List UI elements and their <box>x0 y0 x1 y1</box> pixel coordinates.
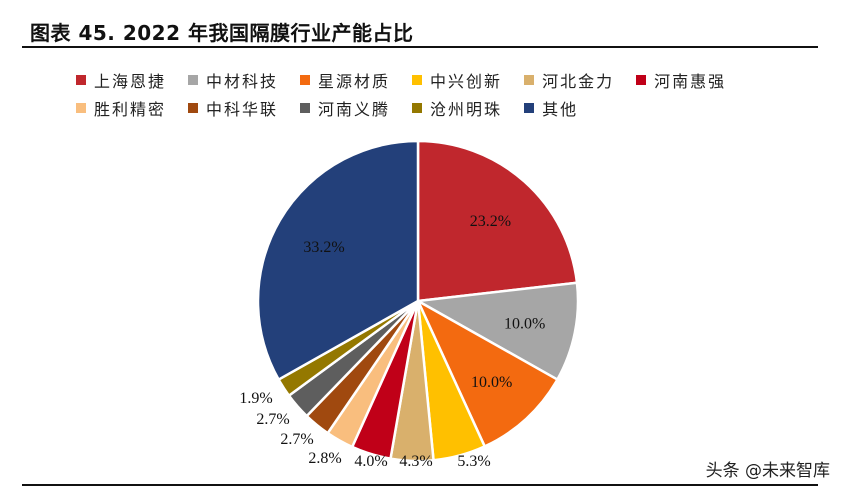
legend-item: 其他 <box>524 96 578 120</box>
slice-label: 10.0% <box>504 316 545 333</box>
legend-label: 中科华联 <box>206 100 279 119</box>
legend-swatch <box>300 103 311 113</box>
legend-item: 河北金力 <box>524 68 614 92</box>
chart-title: 图表 45. 2022 年我国隔膜行业产能占比 <box>30 21 414 45</box>
slice-label: 2.7% <box>256 411 289 428</box>
legend-swatch <box>76 103 86 113</box>
legend-item: 中材科技 <box>188 68 278 92</box>
legend-item: 沧州明珠 <box>412 96 502 120</box>
legend-swatch <box>524 75 535 85</box>
legend-swatch <box>412 103 423 113</box>
legend-item: 中兴创新 <box>412 68 502 92</box>
slice-label: 4.3% <box>399 453 432 470</box>
slice-label: 2.7% <box>280 431 313 448</box>
slice-label: 1.9% <box>239 390 272 407</box>
legend-label: 其他 <box>542 100 579 119</box>
legend-label: 河南义腾 <box>318 100 391 119</box>
legend-label: 中兴创新 <box>430 72 503 91</box>
watermark: 头条 @未来智库 <box>705 461 830 481</box>
slice-label: 4.0% <box>354 453 387 470</box>
legend-label: 星源材质 <box>318 72 391 91</box>
bottom-rule <box>22 484 818 486</box>
legend-item: 上海恩捷 <box>76 68 166 92</box>
title-rule <box>22 46 818 48</box>
legend-item: 胜利精密 <box>76 96 166 120</box>
legend-swatch <box>76 75 86 85</box>
pie-slice <box>415 298 560 449</box>
legend: 上海恩捷 中材科技 星源材质 中兴创新 河北金力 河南惠强 胜利精密 中科华联 河南义腾 沧州明… <box>76 66 816 122</box>
slice-label: 2.8% <box>308 450 341 467</box>
slice-label: 33.2% <box>303 239 344 256</box>
legend-label: 沧州明珠 <box>430 100 503 119</box>
legend-row-1: 上海恩捷 中材科技 星源材质 中兴创新 河北金力 河南惠强 <box>76 66 816 94</box>
legend-label: 上海恩捷 <box>94 72 167 91</box>
legend-item: 星源材质 <box>300 68 390 92</box>
legend-swatch <box>524 103 535 113</box>
slice-label: 10.0% <box>471 374 512 391</box>
legend-row-2: 胜利精密 中科华联 河南义腾 沧州明珠 其他 <box>76 94 816 122</box>
pie-slice <box>256 139 420 382</box>
legend-swatch <box>188 75 199 85</box>
slice-label: 23.2% <box>470 213 511 230</box>
legend-label: 河南惠强 <box>654 72 727 91</box>
legend-swatch <box>636 75 647 85</box>
legend-label: 河北金力 <box>542 72 615 91</box>
pie-slice <box>416 139 579 303</box>
legend-swatch <box>188 103 199 113</box>
slice-label: 5.3% <box>457 453 490 470</box>
legend-label: 胜利精密 <box>94 100 167 119</box>
legend-item: 河南义腾 <box>300 96 390 120</box>
legend-item: 河南惠强 <box>636 68 726 92</box>
legend-item: 中科华联 <box>188 96 278 120</box>
legend-swatch <box>300 75 311 85</box>
legend-label: 中材科技 <box>206 72 279 91</box>
pie-slice <box>414 281 580 382</box>
legend-swatch <box>412 75 423 85</box>
